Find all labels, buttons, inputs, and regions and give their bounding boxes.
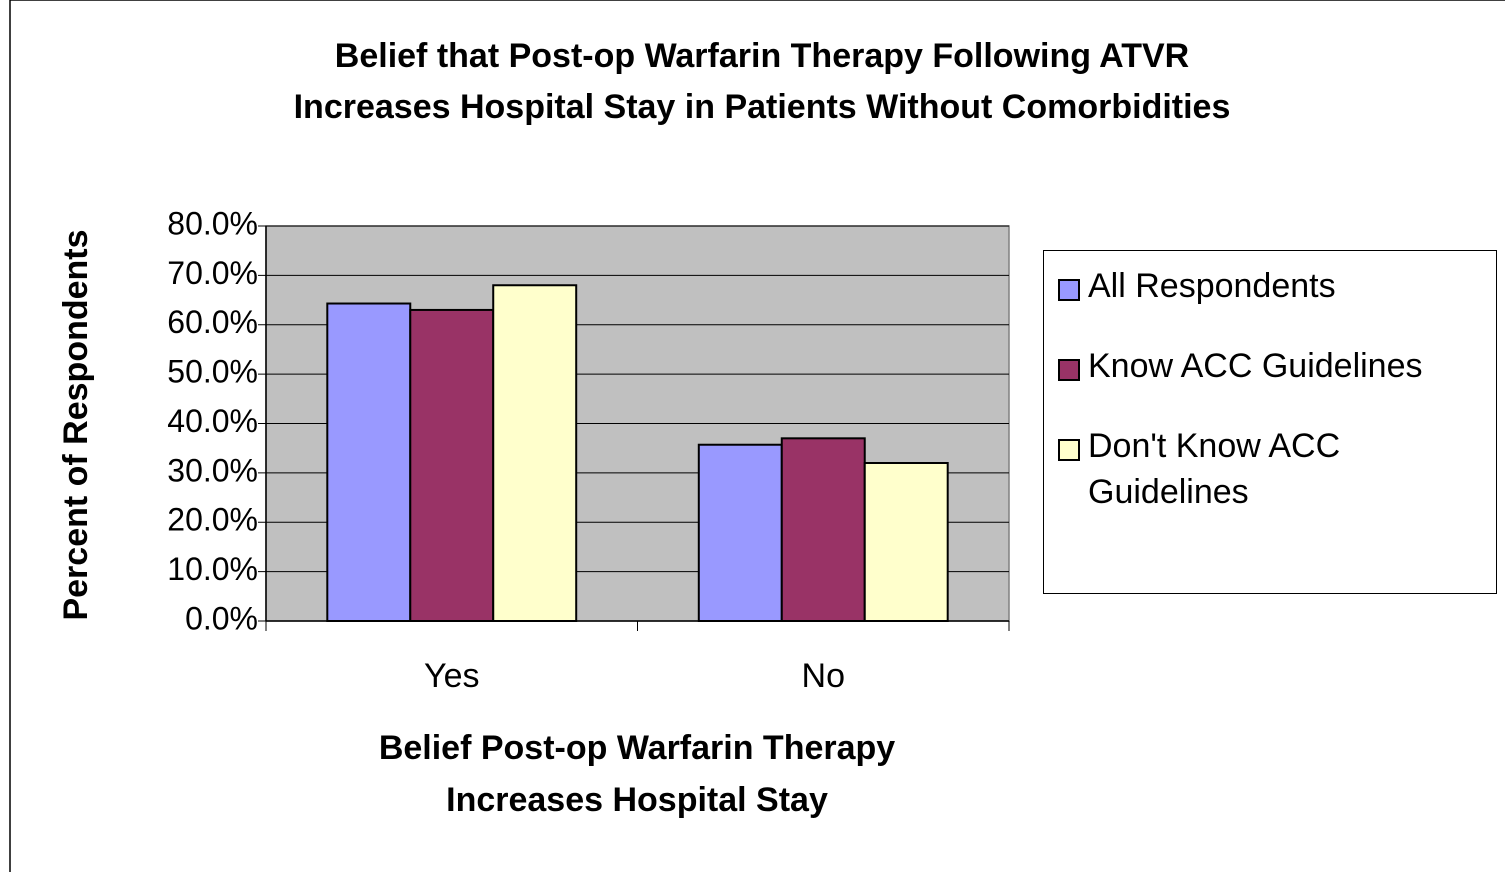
- y-tick-label: 60.0%: [167, 304, 258, 340]
- bar: [409, 308, 495, 622]
- y-tick-label: 50.0%: [167, 354, 258, 390]
- bar: [326, 302, 412, 622]
- x-tick-label: Yes: [424, 657, 479, 695]
- legend-label: Know ACC Guidelines: [1088, 347, 1423, 385]
- bar: [492, 284, 578, 622]
- legend-label: Don't Know ACC Guidelines: [1088, 427, 1341, 511]
- y-tick-label: 10.0%: [167, 551, 258, 587]
- y-tick-label: 70.0%: [167, 255, 258, 291]
- legend-item: Know ACC Guidelines: [1058, 343, 1496, 389]
- legend-swatch: [1058, 439, 1080, 461]
- chart-title: Belief that Post-op Warfarin Therapy Fol…: [335, 37, 1189, 75]
- y-tick-label: 80.0%: [167, 205, 258, 241]
- bar: [863, 462, 949, 622]
- bar: [780, 437, 866, 622]
- y-tick-label: 20.0%: [167, 502, 258, 538]
- legend-item: All Respondents: [1058, 263, 1496, 309]
- y-tick-label: 30.0%: [167, 452, 258, 488]
- chart-title: Increases Hospital Stay in Patients With…: [294, 88, 1231, 126]
- legend: All Respondents Know ACC Guidelines Don't …: [1043, 250, 1497, 594]
- y-axis-title: Percent of Respondents: [57, 229, 95, 620]
- chart-frame: [9, 0, 1505, 872]
- legend-item: Don't Know ACC Guidelines: [1058, 423, 1496, 515]
- legend-label: All Respondents: [1088, 267, 1336, 305]
- y-tick-label: 0.0%: [185, 600, 258, 636]
- bar: [697, 443, 783, 623]
- legend-swatch: [1058, 359, 1080, 381]
- legend-swatch: [1058, 279, 1080, 301]
- x-tick-label: No: [802, 657, 845, 695]
- x-axis-title: Belief Post-op Warfarin Therapy: [379, 729, 895, 767]
- x-axis-title: Increases Hospital Stay: [446, 781, 828, 819]
- y-tick-label: 40.0%: [167, 403, 258, 439]
